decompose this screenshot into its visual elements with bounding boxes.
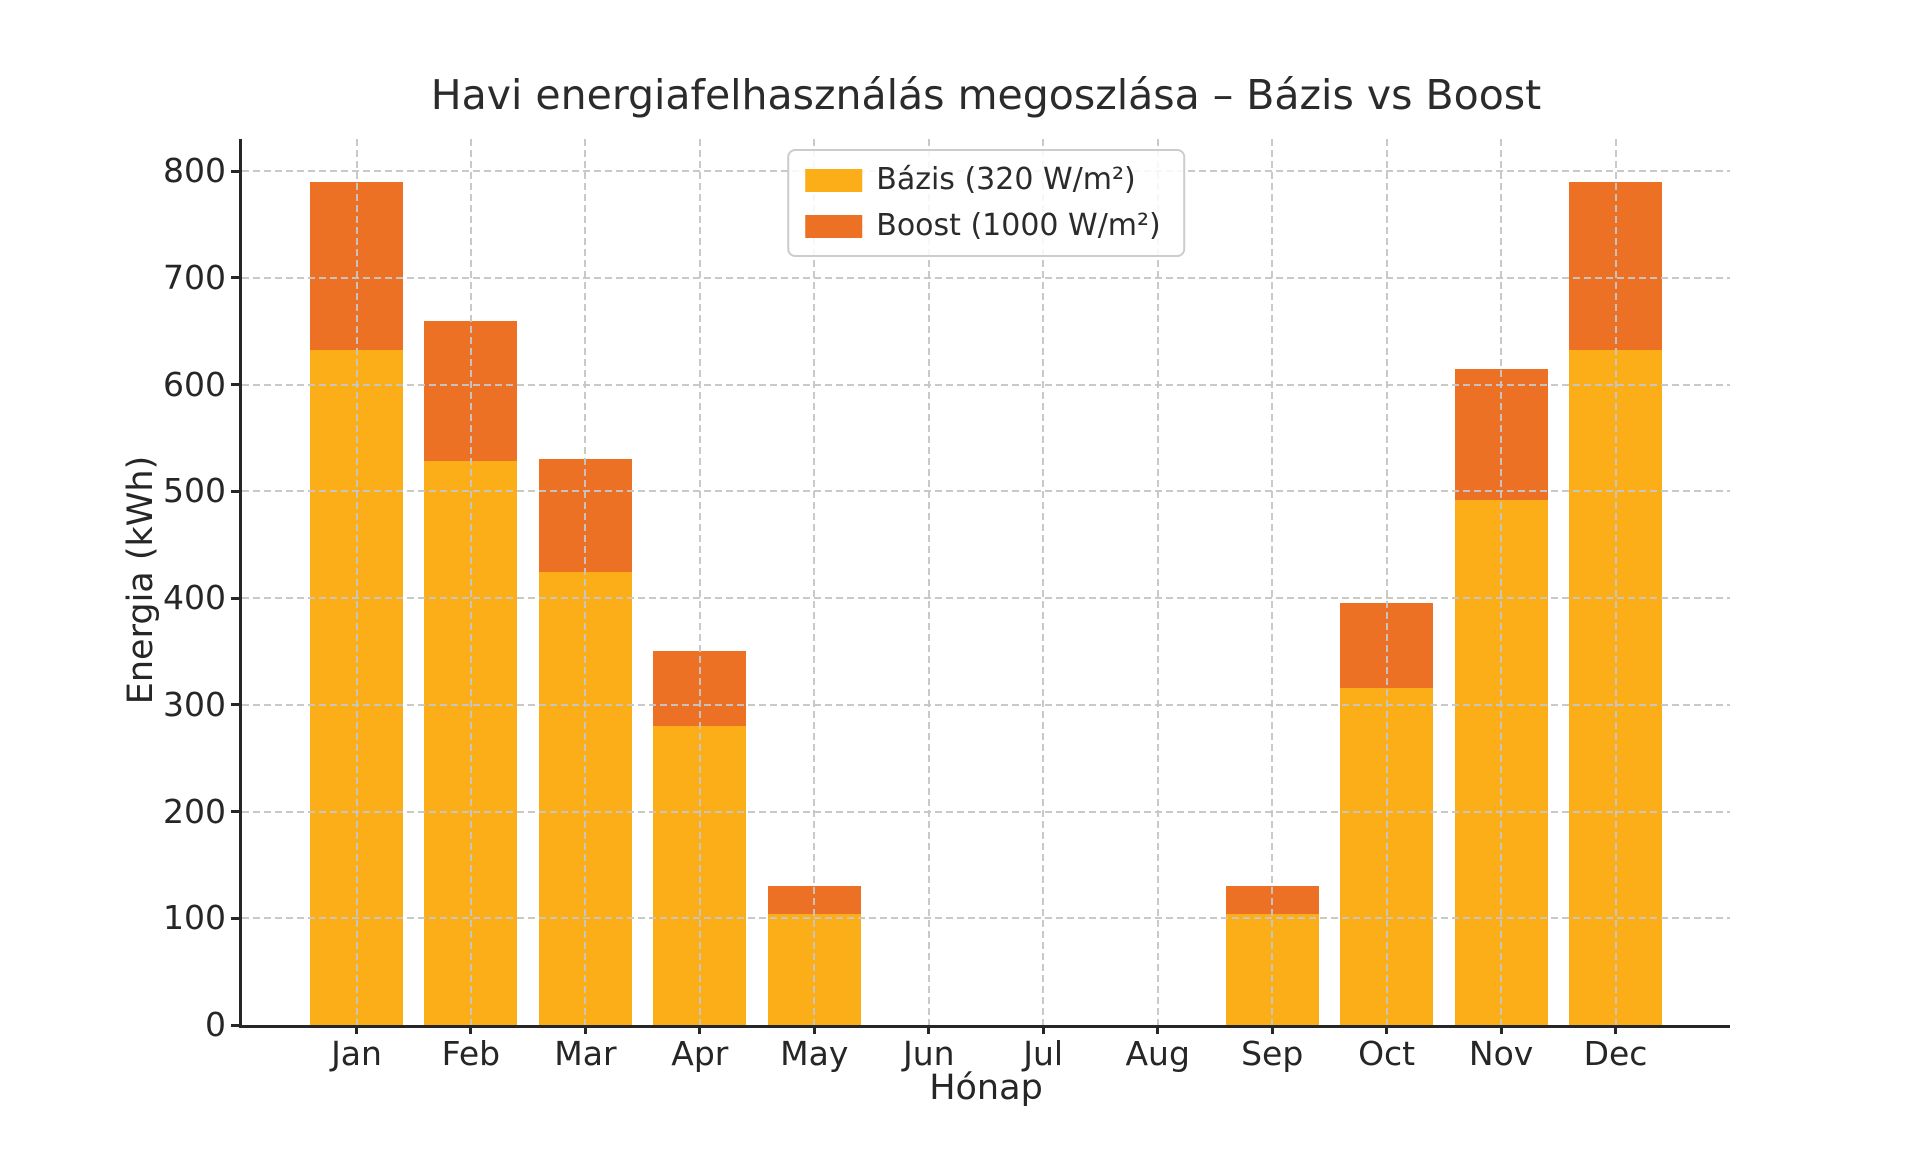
gridline-x-May bbox=[813, 139, 816, 1025]
gridline-y-500 bbox=[242, 490, 1730, 493]
gridline-x-Nov bbox=[1500, 139, 1503, 1025]
gridline-x-Apr bbox=[698, 139, 701, 1025]
x-tick-Mar bbox=[583, 1025, 587, 1034]
legend-swatch-boost-icon bbox=[805, 214, 863, 238]
x-tick-Aug bbox=[1156, 1025, 1160, 1034]
y-tick-label-0: 0 bbox=[205, 1005, 226, 1044]
y-tick-label-600: 600 bbox=[163, 364, 226, 404]
legend-row-boost: Boost (1000 W/m²) bbox=[805, 209, 1161, 243]
x-axis-spine bbox=[239, 1025, 1730, 1028]
gridline-y-700 bbox=[242, 276, 1730, 279]
gridline-x-Jun bbox=[927, 139, 930, 1025]
gridline-x-Mar bbox=[584, 139, 587, 1025]
gridline-y-600 bbox=[242, 383, 1730, 386]
x-tick-label-Apr: Apr bbox=[671, 1034, 729, 1073]
y-tick-label-100: 100 bbox=[163, 898, 226, 938]
y-tick-400 bbox=[231, 596, 240, 600]
y-axis-spine bbox=[239, 139, 242, 1028]
x-tick-Sep bbox=[1270, 1025, 1274, 1034]
y-tick-300 bbox=[231, 703, 240, 707]
gridline-x-Feb bbox=[469, 139, 472, 1025]
gridline-y-200 bbox=[242, 810, 1730, 813]
x-tick-Jul bbox=[1041, 1025, 1045, 1034]
x-tick-Dec bbox=[1614, 1025, 1617, 1034]
x-axis-title: Hónap bbox=[929, 1068, 1043, 1108]
gridline-x-Jan bbox=[355, 139, 358, 1025]
y-tick-600 bbox=[231, 383, 240, 386]
y-tick-label-300: 300 bbox=[163, 684, 226, 724]
y-tick-label-400: 400 bbox=[163, 578, 226, 617]
legend-row-bazis: Bázis (320 W/m²) bbox=[805, 163, 1161, 197]
x-tick-label-May: May bbox=[780, 1034, 849, 1073]
x-tick-Feb bbox=[469, 1025, 473, 1034]
legend-swatch-bazis-icon bbox=[805, 168, 863, 192]
y-tick-200 bbox=[231, 810, 240, 813]
x-tick-Jun bbox=[927, 1025, 931, 1034]
plot-area: Bázis (320 W/m²) Boost (1000 W/m²) 0 100 2… bbox=[163, 139, 1730, 1071]
gridline-x-Sep bbox=[1271, 139, 1274, 1025]
y-tick-500 bbox=[231, 489, 240, 493]
x-tick-label-Aug: Aug bbox=[1125, 1034, 1190, 1073]
x-tick-label-Feb: Feb bbox=[441, 1034, 501, 1073]
legend-label-bazis: Bázis (320 W/m²) bbox=[876, 162, 1136, 197]
gridline-x-Dec bbox=[1614, 139, 1617, 1025]
y-tick-700 bbox=[231, 276, 240, 280]
gridline-y-400 bbox=[242, 597, 1730, 599]
x-tick-May bbox=[812, 1025, 816, 1034]
x-tick-label-Jan: Jan bbox=[331, 1034, 382, 1073]
y-tick-0 bbox=[231, 1023, 240, 1027]
x-tick-Apr bbox=[698, 1025, 702, 1034]
x-tick-label-Oct: Oct bbox=[1358, 1034, 1416, 1073]
x-tick-label-Nov: Nov bbox=[1468, 1034, 1534, 1073]
x-tick-label-Dec: Dec bbox=[1583, 1034, 1648, 1073]
x-tick-label-Sep: Sep bbox=[1241, 1034, 1304, 1073]
y-tick-label-700: 700 bbox=[163, 257, 226, 297]
gridline-x-Oct bbox=[1385, 139, 1388, 1025]
x-tick-Jan bbox=[355, 1025, 358, 1034]
y-tick-800 bbox=[231, 169, 240, 173]
x-tick-label-Jun: Jun bbox=[903, 1034, 955, 1073]
x-tick-Oct bbox=[1385, 1025, 1389, 1034]
gridline-y-100 bbox=[242, 917, 1730, 920]
y-tick-label-200: 200 bbox=[163, 791, 226, 831]
gridline-y-300 bbox=[242, 703, 1730, 706]
y-tick-100 bbox=[231, 916, 240, 920]
x-tick-Nov bbox=[1499, 1025, 1503, 1034]
x-tick-label-Mar: Mar bbox=[554, 1034, 617, 1073]
chart-title: Havi energiafelhasználás megoszlása – Bá… bbox=[430, 71, 1542, 119]
x-tick-label-Jul: Jul bbox=[1023, 1034, 1064, 1073]
legend-label-boost: Boost (1000 W/m²) bbox=[876, 208, 1161, 243]
gridline-x-Jul bbox=[1042, 139, 1045, 1025]
y-tick-label-800: 800 bbox=[163, 151, 226, 190]
gridline-x-Aug bbox=[1156, 139, 1159, 1025]
legend: Bázis (320 W/m²) Boost (1000 W/m²) bbox=[787, 149, 1185, 257]
y-tick-label-500: 500 bbox=[163, 471, 226, 511]
